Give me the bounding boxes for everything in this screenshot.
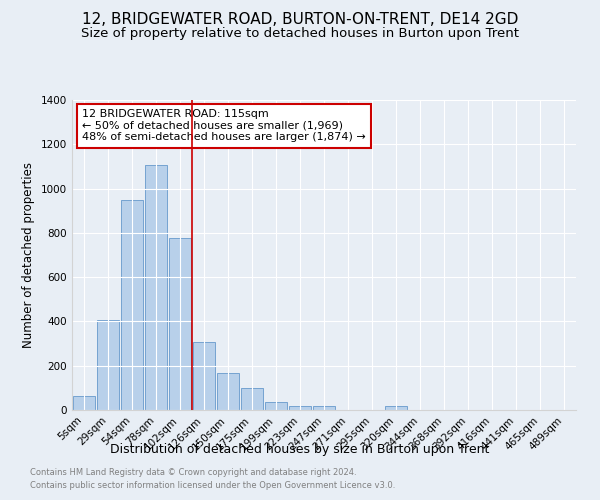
Y-axis label: Number of detached properties: Number of detached properties <box>22 162 35 348</box>
Bar <box>193 342 215 410</box>
Text: Contains public sector information licensed under the Open Government Licence v3: Contains public sector information licen… <box>30 480 395 490</box>
Bar <box>73 396 95 410</box>
Bar <box>265 402 287 410</box>
Bar <box>289 406 311 410</box>
Bar <box>169 238 191 410</box>
Text: 12 BRIDGEWATER ROAD: 115sqm
← 50% of detached houses are smaller (1,969)
48% of : 12 BRIDGEWATER ROAD: 115sqm ← 50% of det… <box>82 110 366 142</box>
Text: Distribution of detached houses by size in Burton upon Trent: Distribution of detached houses by size … <box>110 442 490 456</box>
Bar <box>241 388 263 410</box>
Bar <box>145 166 167 410</box>
Text: Size of property relative to detached houses in Burton upon Trent: Size of property relative to detached ho… <box>81 28 519 40</box>
Text: Contains HM Land Registry data © Crown copyright and database right 2024.: Contains HM Land Registry data © Crown c… <box>30 468 356 477</box>
Bar <box>121 200 143 410</box>
Bar <box>385 406 407 410</box>
Bar <box>313 406 335 410</box>
Bar <box>97 320 119 410</box>
Text: 12, BRIDGEWATER ROAD, BURTON-ON-TRENT, DE14 2GD: 12, BRIDGEWATER ROAD, BURTON-ON-TRENT, D… <box>82 12 518 28</box>
Bar <box>217 374 239 410</box>
